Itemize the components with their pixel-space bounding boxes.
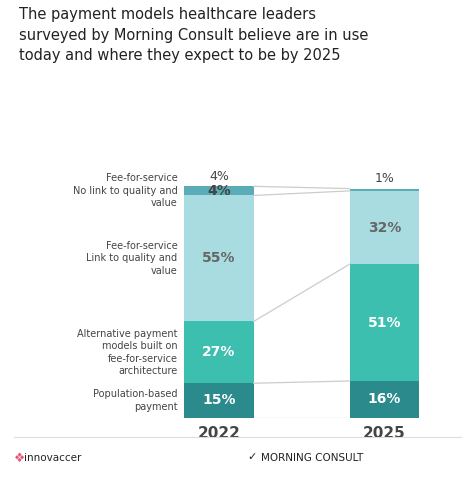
Text: 1%: 1% — [374, 172, 394, 185]
Bar — [350, 191, 419, 264]
Text: 16%: 16% — [368, 392, 401, 406]
Text: 32%: 32% — [368, 220, 401, 235]
Text: 15%: 15% — [202, 394, 236, 408]
Text: 27%: 27% — [202, 345, 236, 360]
Bar — [184, 186, 254, 195]
Text: 51%: 51% — [368, 315, 401, 330]
Bar — [350, 264, 419, 381]
Bar — [184, 383, 254, 418]
Text: 4%: 4% — [207, 184, 231, 198]
Bar — [350, 189, 419, 191]
Text: innovaccer: innovaccer — [24, 454, 81, 463]
Text: MORNING CONSULT: MORNING CONSULT — [261, 454, 363, 463]
Bar — [350, 381, 419, 418]
Text: The payment models healthcare leaders
surveyed by Morning Consult believe are in: The payment models healthcare leaders su… — [19, 7, 369, 63]
Text: 4%: 4% — [209, 170, 229, 183]
Text: ❖: ❖ — [14, 452, 26, 465]
Bar — [184, 322, 254, 383]
Text: Population-based
payment: Population-based payment — [93, 389, 178, 412]
Text: Fee-for-service
Link to quality and
value: Fee-for-service Link to quality and valu… — [86, 241, 178, 276]
Text: Fee-for-service
No link to quality and
value: Fee-for-service No link to quality and v… — [73, 173, 178, 208]
Bar — [184, 195, 254, 322]
Text: 55%: 55% — [202, 252, 236, 265]
Text: Alternative payment
models built on
fee-for-service
architecture: Alternative payment models built on fee-… — [77, 329, 178, 376]
Text: ✓: ✓ — [247, 453, 256, 462]
